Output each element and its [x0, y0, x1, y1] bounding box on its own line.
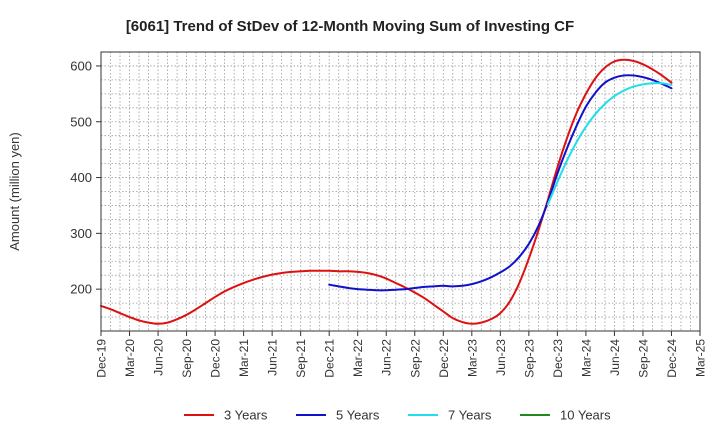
x-tick-label: Jun-22 — [380, 339, 394, 376]
plot-frame — [100, 51, 701, 332]
x-tick-label: Jun-24 — [608, 339, 622, 376]
legend-label-3-years: 3 Years — [224, 408, 268, 423]
y-tick-label: 200 — [70, 282, 92, 297]
legend-label-7-years: 7 Years — [448, 408, 492, 423]
y-tick-label: 600 — [70, 58, 92, 73]
x-tick-label: Mar-25 — [694, 339, 708, 377]
series-line-7-years — [546, 82, 673, 206]
x-tick-label: Mar-24 — [579, 339, 593, 377]
x-tick-label: Mar-21 — [237, 339, 251, 377]
x-tick-label: Dec-20 — [209, 339, 223, 378]
y-axis: 200 300 400 500 600 — [70, 58, 101, 297]
chart-title: [6061] Trend of StDev of 12-Month Moving… — [126, 18, 574, 35]
legend-label-5-years: 5 Years — [336, 408, 380, 423]
legend-label-10-years: 10 Years — [560, 408, 611, 423]
x-tick-label: Sep-20 — [180, 339, 194, 378]
y-tick-label: 400 — [70, 170, 92, 185]
x-tick-label: Jun-23 — [494, 339, 508, 376]
y-tick-label: 300 — [70, 226, 92, 241]
y-axis-label: Amount (million yen) — [7, 132, 22, 251]
x-tick-label: Sep-21 — [294, 339, 308, 378]
legend: 3 Years 5 Years 7 Years 10 Years — [184, 408, 611, 423]
y-tick-label: 500 — [70, 114, 92, 129]
x-axis: Dec-19 Mar-20 Jun-20 Sep-20 Dec-20 Mar-21 Jun-… — [95, 331, 708, 378]
x-tick-label: Sep-23 — [522, 339, 536, 378]
x-tick-label: Jun-20 — [152, 339, 166, 376]
x-tick-label: Dec-24 — [665, 339, 679, 378]
grid — [101, 52, 700, 331]
series-line-5-years — [328, 74, 673, 292]
x-tick-label: Dec-19 — [95, 339, 109, 378]
x-tick-label: Dec-21 — [323, 339, 337, 378]
x-tick-label: Dec-23 — [551, 339, 565, 378]
x-tick-label: Mar-22 — [351, 339, 365, 377]
x-tick-label: Mar-23 — [465, 339, 479, 377]
x-tick-label: Jun-21 — [266, 339, 280, 376]
x-tick-label: Sep-22 — [408, 339, 422, 378]
x-tick-label: Sep-24 — [636, 339, 650, 378]
series-line-3-years — [100, 58, 673, 325]
x-tick-label: Dec-22 — [437, 339, 451, 378]
series-lines — [100, 58, 673, 325]
x-tick-label: Mar-20 — [123, 339, 137, 377]
